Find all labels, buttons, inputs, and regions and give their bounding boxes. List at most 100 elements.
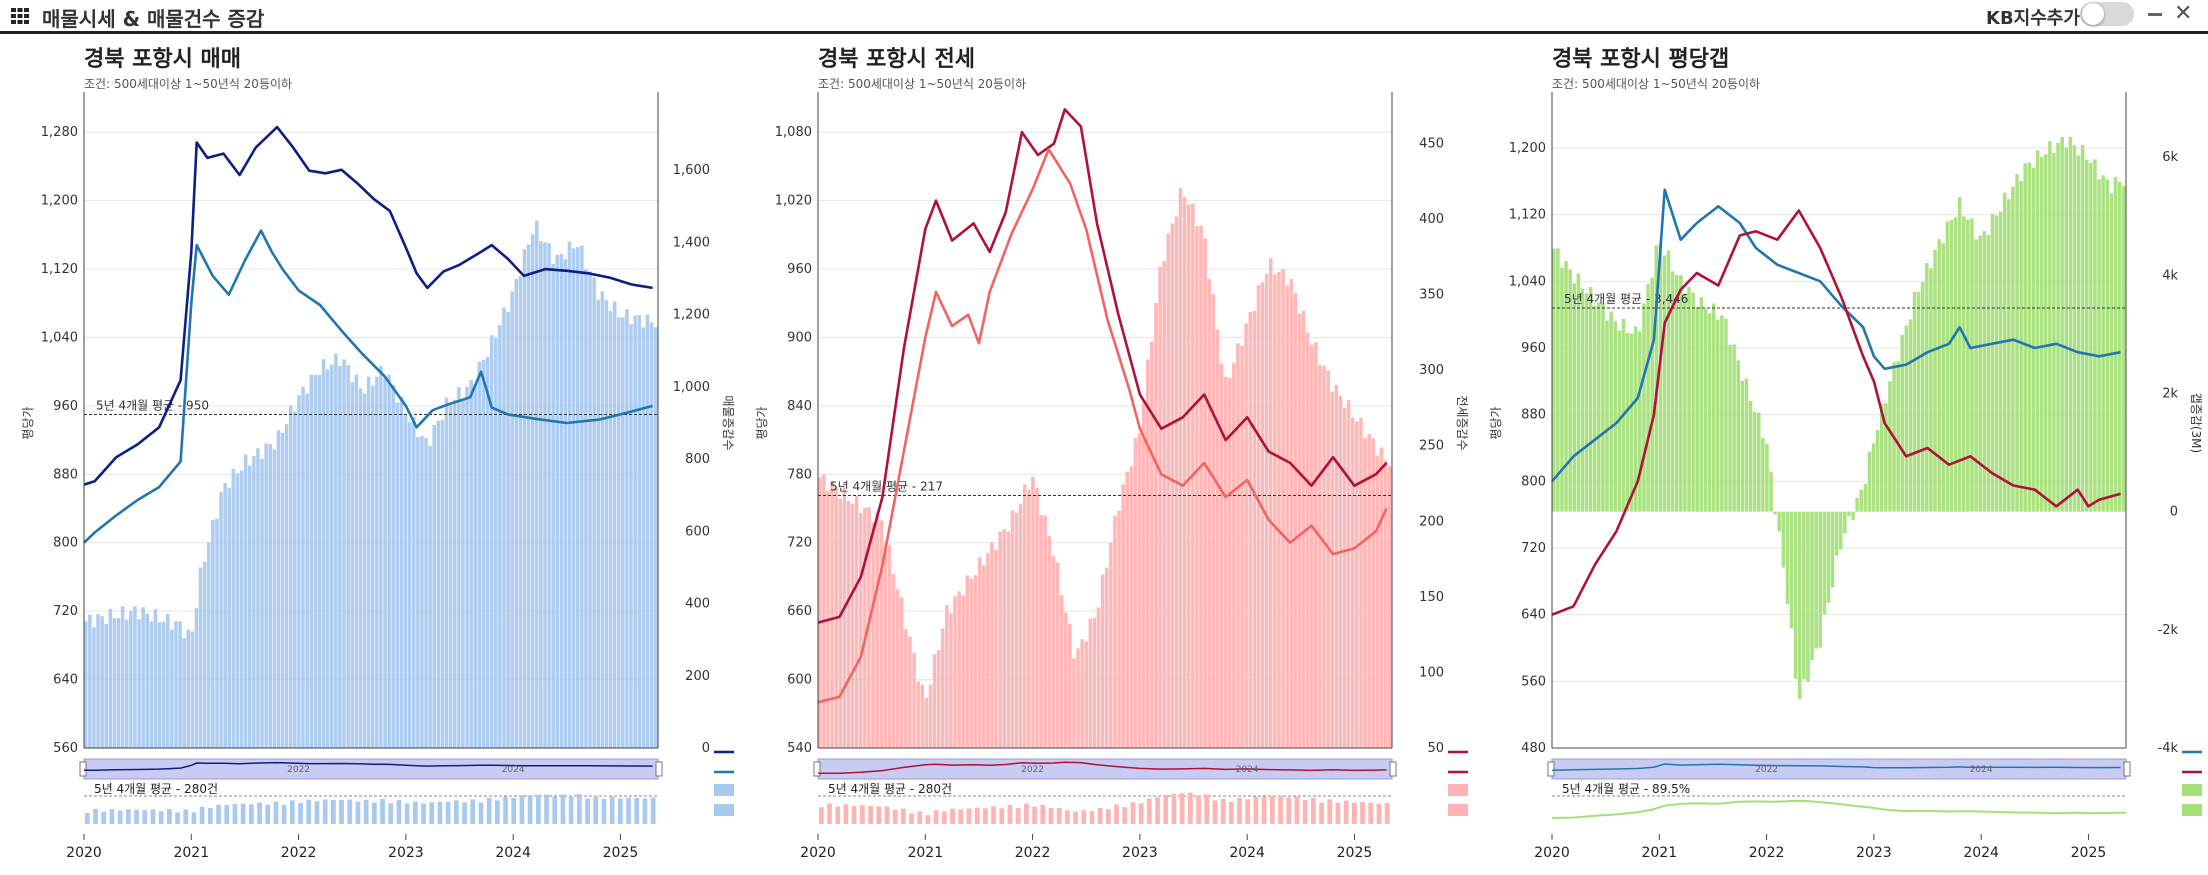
series-line-2 (83, 229, 653, 544)
legend (2182, 750, 2202, 816)
bar (1601, 303, 1605, 512)
overview-bar (322, 799, 328, 824)
brush-handle-left[interactable] (1547, 761, 1555, 777)
bar (1896, 361, 1900, 512)
overview-bar (560, 794, 566, 824)
bar (477, 361, 482, 748)
bar (1301, 310, 1306, 748)
bar (1761, 438, 1765, 512)
bar (1921, 281, 1925, 512)
bar (1293, 293, 1298, 748)
bar (1810, 511, 1814, 661)
overview-bar (1204, 794, 1210, 824)
bar (215, 518, 219, 748)
close-icon[interactable]: ✕ (2174, 1, 2193, 26)
bar (1281, 268, 1285, 748)
bar (514, 279, 518, 748)
overview-bar (609, 796, 615, 824)
overview-bar (892, 809, 898, 824)
bar (908, 636, 912, 748)
bar (1018, 503, 1023, 748)
bar (375, 376, 379, 748)
bar (1223, 376, 1228, 748)
y-left-tick-label: 660 (787, 604, 812, 619)
bar (641, 327, 646, 748)
kb-toggle-switch[interactable] (2080, 2, 2134, 26)
bar (2097, 179, 2101, 512)
bar (1773, 511, 1777, 515)
bar (1998, 211, 2003, 512)
bar-series (818, 187, 1392, 749)
bar (1625, 333, 1630, 512)
bar (325, 369, 330, 748)
bar (350, 382, 354, 748)
brush-handle-right[interactable] (1389, 761, 1397, 777)
bar (416, 437, 420, 748)
bar (1670, 271, 1675, 512)
y-right-axis-label: 전세증감수 (1455, 395, 1469, 450)
y-right-tick-label: 1,600 (673, 163, 710, 178)
minimize-icon[interactable] (2148, 13, 2162, 16)
x-tick-label: 2024 (495, 845, 531, 861)
brush-tick-label: 2022 (1021, 765, 1044, 775)
bar (498, 325, 502, 748)
chart-subtitle: 조건: 500세대이상 1~50년식 20등이하 (1552, 77, 1760, 91)
overview-bar (593, 795, 599, 824)
bar (592, 277, 596, 748)
brush-handle-left[interactable] (813, 761, 821, 777)
bar (2044, 154, 2048, 512)
bar (604, 300, 609, 748)
bar (1867, 451, 1872, 512)
overview-bar (175, 812, 180, 824)
bar (1379, 447, 1384, 748)
y-right-tick-label: 400 (1419, 212, 1444, 227)
bar (1072, 658, 1076, 748)
grid-menu-icon[interactable] (10, 6, 30, 26)
overview-bar (519, 795, 525, 824)
overview-bar (819, 807, 824, 824)
bar (1679, 275, 1683, 512)
overview-bar (232, 804, 238, 824)
y-right-tick-label: 250 (1419, 439, 1444, 454)
overview-bar (93, 808, 98, 824)
overview-bar (183, 809, 189, 824)
y-right-tick-label: 300 (1419, 363, 1444, 378)
bar (2003, 192, 2007, 512)
bar (1908, 319, 1913, 512)
bar (231, 468, 236, 748)
overview-bar (1040, 804, 1046, 824)
bar (518, 276, 523, 748)
overview-bar (85, 812, 90, 824)
bar (863, 507, 867, 748)
bar (362, 393, 367, 748)
bar (1076, 648, 1080, 748)
bar (1953, 217, 1958, 512)
bar (900, 597, 904, 748)
overview-bar (991, 806, 996, 824)
bar (637, 315, 641, 748)
bar (198, 567, 203, 748)
bar (88, 614, 92, 748)
y-right-tick-label: 450 (1419, 136, 1444, 151)
bar (1556, 248, 1560, 512)
bar (625, 309, 629, 748)
x-tick-label: 2023 (1122, 845, 1158, 861)
bar (1974, 239, 1978, 512)
brush-handle-left[interactable] (79, 761, 87, 777)
bar (1342, 408, 1347, 748)
bar (838, 498, 842, 748)
bar (1264, 273, 1269, 748)
overview-bar (281, 804, 287, 824)
brush-handle-right[interactable] (2123, 761, 2131, 777)
bar (354, 374, 359, 748)
overview-bar (421, 803, 426, 824)
toggle-knob[interactable] (2082, 3, 2104, 25)
overview-bar (983, 808, 988, 824)
brush-handle-right[interactable] (655, 761, 663, 777)
bar (551, 263, 555, 748)
x-tick-label: 2020 (1534, 845, 1570, 861)
bar (1035, 488, 1039, 748)
y-left-tick-label: 640 (1521, 608, 1546, 623)
bar (1150, 341, 1154, 748)
bar (436, 420, 441, 748)
